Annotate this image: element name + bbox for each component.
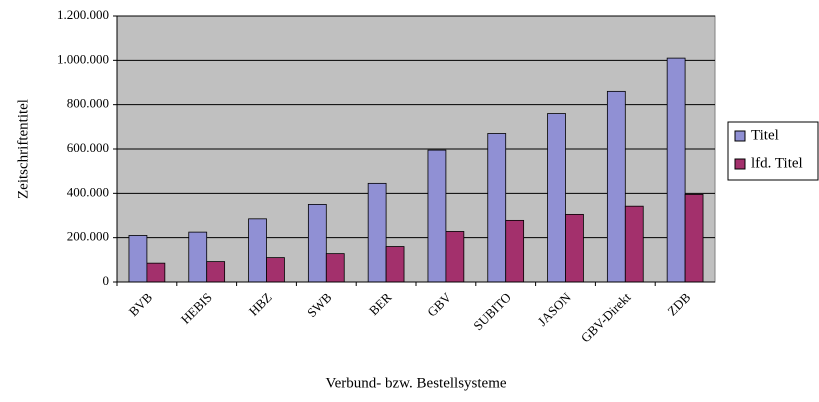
- legend-label: Titel: [751, 127, 779, 143]
- y-tick-label: 200.000: [67, 229, 109, 244]
- x-tick-label: SUBITO: [470, 290, 514, 334]
- bar: [666, 57, 686, 283]
- bar: [385, 246, 405, 283]
- x-tick-label: ZDB: [664, 289, 693, 318]
- bar: [307, 204, 327, 283]
- x-tick-label: BER: [366, 289, 395, 318]
- bar: [367, 182, 387, 283]
- x-tick-label: JASON: [535, 289, 575, 329]
- bar: [487, 133, 507, 283]
- bar: [188, 231, 208, 283]
- legend-swatch: [734, 158, 746, 170]
- bar: [505, 219, 525, 283]
- y-tick-label: 400.000: [67, 184, 109, 199]
- bar: [146, 262, 166, 283]
- bar: [684, 194, 704, 283]
- x-tick-label: HBZ: [246, 290, 275, 319]
- y-tick-label: 1.200.000: [57, 7, 109, 22]
- x-tick-label: BVB: [126, 289, 156, 319]
- legend-label: lfd. Titel: [751, 155, 803, 171]
- x-tick-label: HEBIS: [178, 290, 215, 327]
- y-tick-label: 800.000: [67, 96, 109, 111]
- y-tick-label: 600.000: [67, 140, 109, 155]
- bar: [427, 149, 447, 283]
- y-tick-label: 0: [103, 273, 110, 288]
- x-axis-title: Verbund- bzw. Bestellsysteme: [325, 375, 506, 391]
- bar: [325, 253, 345, 283]
- bar: [128, 235, 148, 283]
- bar: [565, 213, 584, 283]
- bar: [266, 257, 285, 283]
- bar: [624, 205, 644, 283]
- bar: [206, 261, 226, 283]
- x-tick-label: GBV: [424, 289, 454, 319]
- x-tick-label: GBV-Direkt: [578, 289, 634, 345]
- bar: [606, 90, 626, 283]
- bar: [445, 231, 465, 283]
- x-tick-label: SWB: [304, 289, 335, 320]
- bar: [547, 113, 566, 283]
- y-tick-label: 1.000.000: [57, 51, 109, 66]
- legend-swatch: [734, 130, 746, 142]
- bar: [248, 218, 267, 283]
- y-axis-title: Zeitschriftentitel: [15, 99, 31, 199]
